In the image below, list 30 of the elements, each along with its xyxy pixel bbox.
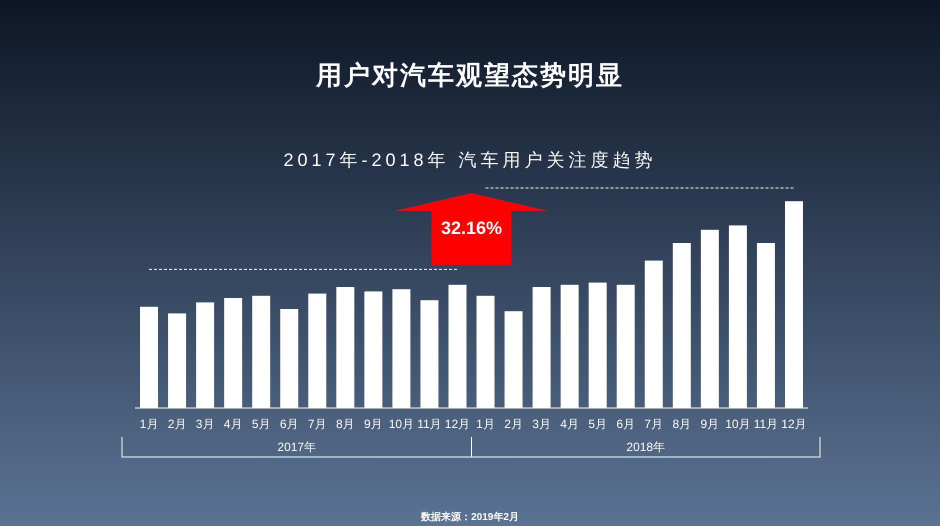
chart-title: 用户对汽车观望态势明显	[315, 60, 624, 90]
x-tick-label: 7月	[308, 417, 327, 431]
x-tick-label: 8月	[336, 417, 355, 431]
x-tick-label: 5月	[588, 417, 608, 431]
x-tick-label: 9月	[700, 417, 720, 431]
chart-subtitle: 2017年-2018年 汽车用户关注度趋势	[283, 150, 657, 170]
x-tick-label: 12月	[444, 417, 470, 431]
x-tick-label: 1月	[476, 417, 495, 431]
x-tick-label: 1月	[140, 417, 158, 431]
x-tick-label: 12月	[781, 417, 807, 431]
x-tick-label: 10月	[388, 417, 414, 431]
x-tick-label: 5月	[252, 417, 271, 431]
x-tick-label: 8月	[672, 417, 692, 431]
x-tick-label: 6月	[616, 417, 636, 431]
x-tick-label: 2月	[504, 417, 523, 431]
x-tick-label: 3月	[196, 417, 214, 431]
x-tick-label: 2月	[168, 417, 186, 431]
source-note: 数据来源：2019年2月	[420, 511, 519, 523]
x-tick-label: 6月	[280, 417, 299, 431]
x-tick-label: 11月	[754, 417, 778, 431]
x-tick-label: 9月	[364, 417, 383, 431]
x-tick-label: 4月	[224, 417, 242, 431]
annotation: 32.16%	[440, 218, 502, 238]
text: 2017年	[277, 440, 316, 454]
x-tick-label: 7月	[644, 417, 664, 431]
x-tick-label: 11月	[417, 417, 442, 431]
x-tick-label: 10月	[725, 417, 751, 431]
x-tick-label: 4月	[560, 417, 579, 431]
text: 2018年	[626, 440, 666, 454]
x-tick-label: 3月	[532, 417, 551, 431]
